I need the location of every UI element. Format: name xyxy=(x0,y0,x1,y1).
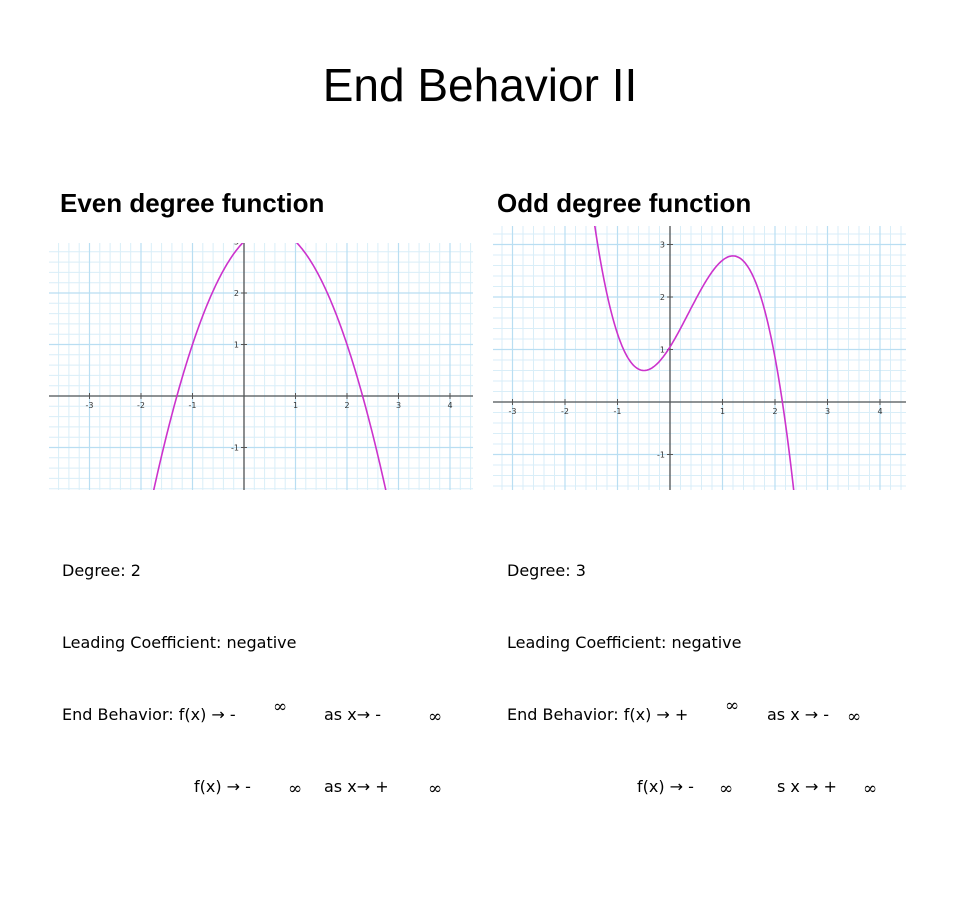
leading-coefficient-text: Leading Coefficient: negative xyxy=(507,633,742,652)
even-degree-heading: Even degree function xyxy=(60,188,325,218)
end-behavior-text-a: End Behavior: f(x) → + xyxy=(507,705,689,724)
infinity-symbol: ∞ xyxy=(847,707,862,727)
infinity-symbol: ∞ xyxy=(288,779,303,799)
x-tick-label: -1 xyxy=(614,407,622,416)
y-tick-label: 3 xyxy=(660,241,665,250)
end-behavior-text-b: s x → + xyxy=(777,777,837,796)
end-behavior-line-2: f(x) → - ∞ s x → + ∞ xyxy=(507,775,907,799)
end-behavior-text-a: f(x) → - xyxy=(637,777,694,796)
function-curve xyxy=(593,226,795,490)
y-tick-label: 3 xyxy=(234,243,239,247)
x-tick-label: 3 xyxy=(396,401,401,410)
degree-text: Degree: 2 xyxy=(62,561,141,580)
end-behavior-text-a: End Behavior: f(x) → - xyxy=(62,705,236,724)
end-behavior-text-a: f(x) → - xyxy=(194,777,251,796)
end-behavior-line-2: f(x) → - ∞ as x→ + ∞ xyxy=(62,775,462,799)
x-tick-label: 2 xyxy=(772,407,777,416)
even-degree-info: Degree: 2 Leading Coefficient: negative … xyxy=(62,511,462,823)
y-tick-label: 2 xyxy=(234,289,239,298)
infinity-symbol: ∞ xyxy=(428,779,443,799)
odd-degree-info: Degree: 3 Leading Coefficient: negative … xyxy=(507,511,907,823)
infinity-symbol: ∞ xyxy=(273,697,288,717)
x-tick-label: -2 xyxy=(561,407,569,416)
odd-degree-graph: -3-2-1123454321-1-2 xyxy=(493,226,906,490)
end-behavior-text-b: as x → - xyxy=(767,705,830,724)
slide-title: End Behavior II xyxy=(322,59,638,111)
grid xyxy=(493,226,906,490)
x-tick-label: -1 xyxy=(189,401,197,410)
x-tick-label: 3 xyxy=(825,407,830,416)
infinity-symbol: ∞ xyxy=(428,707,443,727)
degree-text: Degree: 3 xyxy=(507,561,586,580)
infinity-symbol: ∞ xyxy=(719,779,734,799)
end-behavior-line-1: End Behavior: f(x) → - ∞ as x→ - ∞ xyxy=(62,699,462,727)
infinity-symbol: ∞ xyxy=(725,696,740,716)
y-tick-label: -1 xyxy=(657,451,665,460)
end-behavior-text-b: as x→ - xyxy=(324,705,381,724)
leading-coefficient-text: Leading Coefficient: negative xyxy=(62,633,297,652)
x-tick-label: -3 xyxy=(509,407,517,416)
y-tick-label: 2 xyxy=(660,293,665,302)
x-tick-label: -3 xyxy=(86,401,94,410)
even-degree-graph: -3-2-112344321-1-2 xyxy=(49,243,473,490)
x-tick-label: 4 xyxy=(447,401,452,410)
grid xyxy=(49,243,473,490)
x-tick-label: -2 xyxy=(137,401,145,410)
x-tick-label: 4 xyxy=(877,407,882,416)
y-tick-label: 1 xyxy=(660,346,665,355)
x-tick-label: 1 xyxy=(720,407,725,416)
end-behavior-line-1: End Behavior: f(x) → + ∞ as x → - ∞ xyxy=(507,698,907,727)
end-behavior-text-b: as x→ + xyxy=(324,777,389,796)
x-tick-label: 2 xyxy=(344,401,349,410)
y-tick-label: 1 xyxy=(234,341,239,350)
x-tick-label: 1 xyxy=(293,401,298,410)
function-curve xyxy=(152,243,387,490)
odd-degree-heading: Odd degree function xyxy=(497,188,752,218)
y-tick-label: -1 xyxy=(231,444,239,453)
infinity-symbol: ∞ xyxy=(863,779,878,799)
